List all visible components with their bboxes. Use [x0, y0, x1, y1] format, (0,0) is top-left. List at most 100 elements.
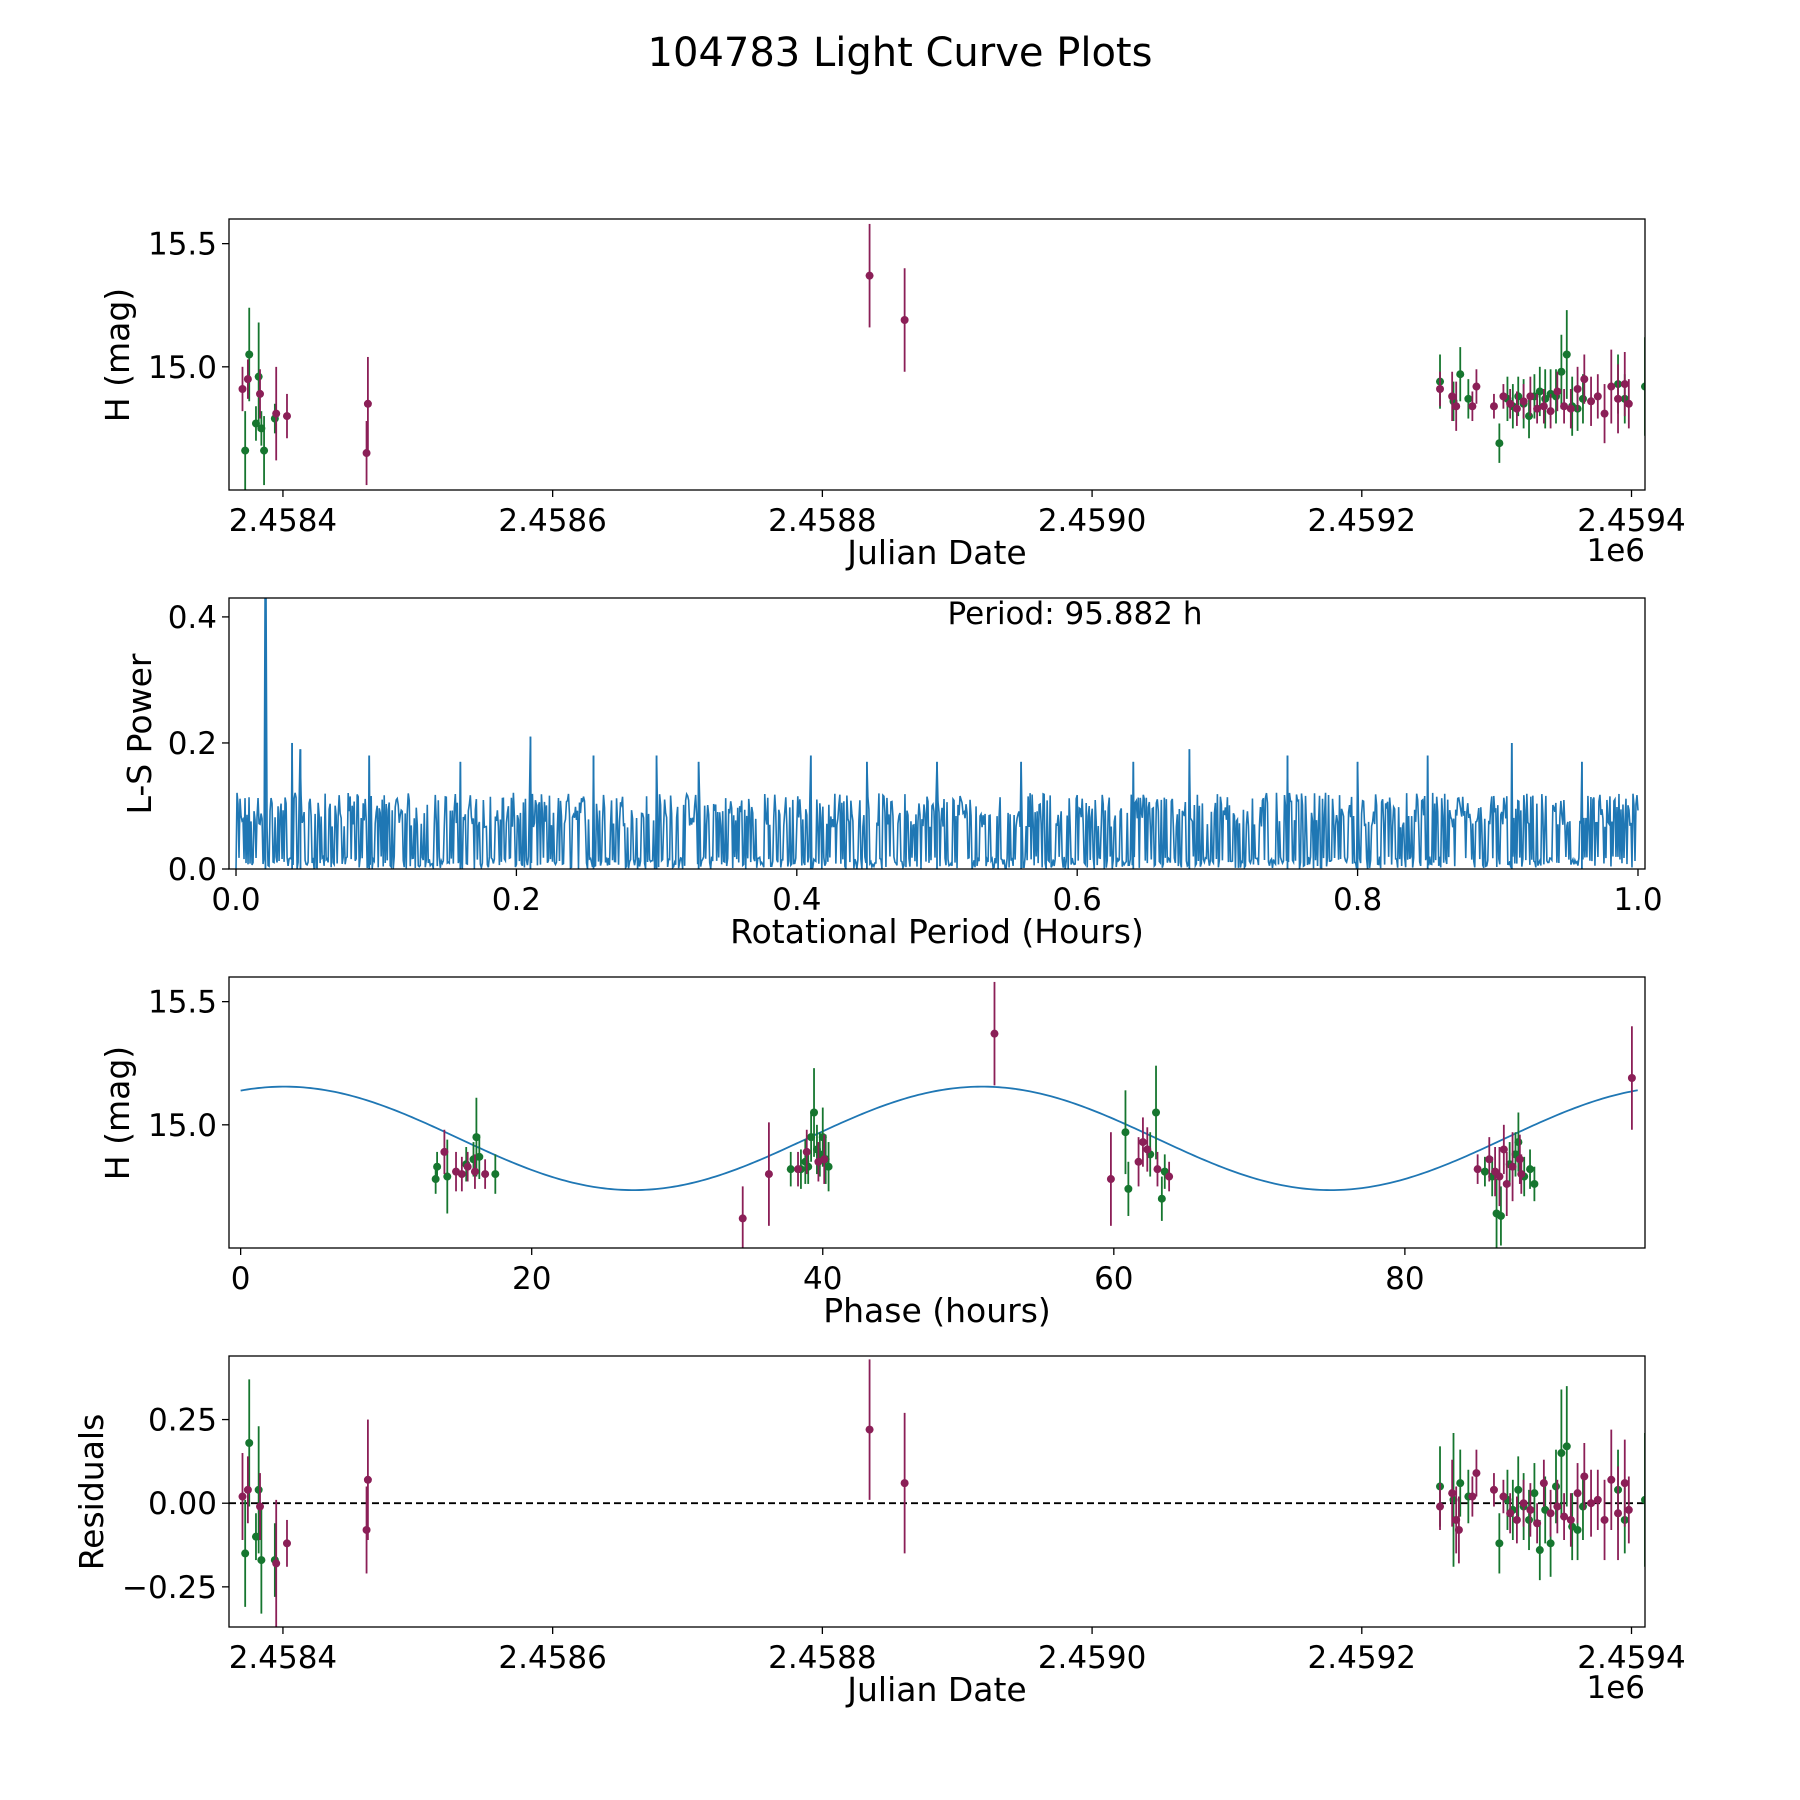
maroon-data-point [238, 384, 247, 393]
green-data-point [1495, 439, 1504, 448]
periodogram-xtick-label: 0.4 [772, 882, 821, 918]
maroon-data-point [820, 1155, 829, 1164]
green-data-point [1121, 1128, 1130, 1137]
lightcurve-xlabel: Julian Date [845, 533, 1027, 572]
maroon-data-point [1499, 1145, 1508, 1154]
green-data-point [1573, 1525, 1582, 1534]
green-data-point [245, 350, 254, 359]
green-data-point [1535, 1546, 1544, 1555]
maroon-data-point [1560, 1512, 1569, 1521]
green-data-point [1525, 1515, 1534, 1524]
maroon-data-point [1614, 394, 1623, 403]
lightcurve-ylabel: H (mag) [98, 288, 137, 422]
maroon-data-point [363, 1475, 372, 1484]
phased-ticks: 0 20 40 60 80 15.0 15.5 [148, 985, 1425, 1297]
green-data-point [1525, 412, 1534, 421]
lightcurve-marks [238, 223, 1645, 490]
green-data-point [1530, 1489, 1539, 1498]
green-data-point [1546, 1539, 1555, 1548]
periodogram-xtick-label: 0.8 [1333, 882, 1382, 918]
maroon-data-point [1620, 380, 1629, 389]
green-data-point [241, 1549, 250, 1558]
maroon-data-point [470, 1167, 479, 1176]
green-data-point [257, 1556, 266, 1565]
green-data-point [1464, 394, 1473, 403]
residuals-ytick-label: 0.25 [148, 1403, 217, 1439]
green-data-point [1124, 1184, 1133, 1193]
maroon-data-point [1106, 1175, 1115, 1184]
residuals-frame [228, 1355, 1646, 1628]
periodogram-xtick-label: 0.2 [492, 882, 541, 918]
green-data-point [1551, 1482, 1560, 1491]
periodogram-ylabel: L-S Power [120, 653, 159, 814]
lightcurve-offset-label: 1e6 [1586, 533, 1645, 569]
maroon-data-point [1607, 1475, 1616, 1484]
maroon-data-point [282, 412, 291, 421]
green-data-point [1562, 350, 1571, 359]
maroon-data-point [1468, 1492, 1477, 1501]
lightcurve-xtick-label: 2.4588 [768, 503, 876, 539]
lightcurve-xtick-label: 2.4594 [1577, 503, 1685, 539]
green-data-point [431, 1175, 440, 1184]
green-data-point [260, 446, 269, 455]
maroon-data-point [1489, 1485, 1498, 1494]
green-data-point [433, 1162, 442, 1171]
maroon-data-point [1533, 1519, 1542, 1528]
periodogram-ytick-label: 0.0 [168, 852, 217, 888]
maroon-data-point [1593, 392, 1602, 401]
residuals-xlabel: Julian Date [845, 1670, 1027, 1709]
periodogram-ytick-label: 0.2 [168, 726, 217, 762]
maroon-data-point [1587, 397, 1596, 406]
phased-ytick-label: 15.0 [148, 1108, 217, 1144]
green-data-point [807, 1133, 816, 1142]
maroon-data-point [1624, 1505, 1633, 1514]
maroon-data-point [1573, 1489, 1582, 1498]
residuals-xtick-label: 2.4592 [1308, 1640, 1416, 1676]
maroon-data-point [1485, 1155, 1494, 1164]
green-data-point [1514, 1485, 1523, 1494]
green-data-point [254, 1485, 263, 1494]
residuals-xtick-label: 2.4586 [498, 1640, 606, 1676]
maroon-data-point [1539, 1479, 1548, 1488]
maroon-data-point [1526, 392, 1535, 401]
maroon-data-point [1539, 402, 1548, 411]
phased-ylabel: H (mag) [98, 1046, 137, 1180]
green-data-point [472, 1133, 481, 1142]
green-data-point [475, 1152, 484, 1161]
maroon-data-point [1600, 1515, 1609, 1524]
green-data-point [1480, 1167, 1489, 1176]
maroon-data-point [1165, 1172, 1174, 1181]
green-data-point [1557, 367, 1566, 376]
periodogram-xtick-label: 0.0 [211, 882, 260, 918]
periodogram-line [235, 598, 1639, 869]
maroon-data-point [1512, 1515, 1521, 1524]
maroon-data-point [1452, 402, 1461, 411]
maroon-data-point [1553, 387, 1562, 396]
maroon-data-point [900, 1479, 909, 1488]
maroon-data-point [1472, 382, 1481, 391]
maroon-data-point [463, 1162, 472, 1171]
maroon-data-point [1614, 1509, 1623, 1518]
maroon-data-point [272, 1559, 281, 1568]
lightcurve-xtick-label: 2.4584 [229, 503, 337, 539]
periodogram-ytick-label: 0.4 [168, 600, 217, 636]
maroon-data-point [362, 1525, 371, 1534]
residuals-marks [229, 1359, 1645, 1627]
lightcurve-xtick-label: 2.4586 [498, 503, 606, 539]
periodogram-xtick-label: 1.0 [1613, 882, 1662, 918]
maroon-data-point [256, 389, 265, 398]
maroon-data-point [865, 271, 874, 280]
green-data-point [1578, 1502, 1587, 1511]
figure-title: 104783 Light Curve Plots [648, 30, 1153, 76]
maroon-data-point [1436, 1502, 1445, 1511]
period-annotation: Period: 95.882 h [948, 596, 1203, 632]
maroon-data-point [1448, 392, 1457, 401]
phased-ytick-label: 15.5 [148, 985, 217, 1021]
phased-frame [228, 976, 1646, 1249]
maroon-data-point [738, 1214, 747, 1223]
maroon-data-point [1573, 384, 1582, 393]
maroon-data-point [1508, 1162, 1517, 1171]
maroon-data-point [900, 316, 909, 325]
green-data-point [1157, 1194, 1166, 1203]
green-data-point [1456, 370, 1465, 379]
